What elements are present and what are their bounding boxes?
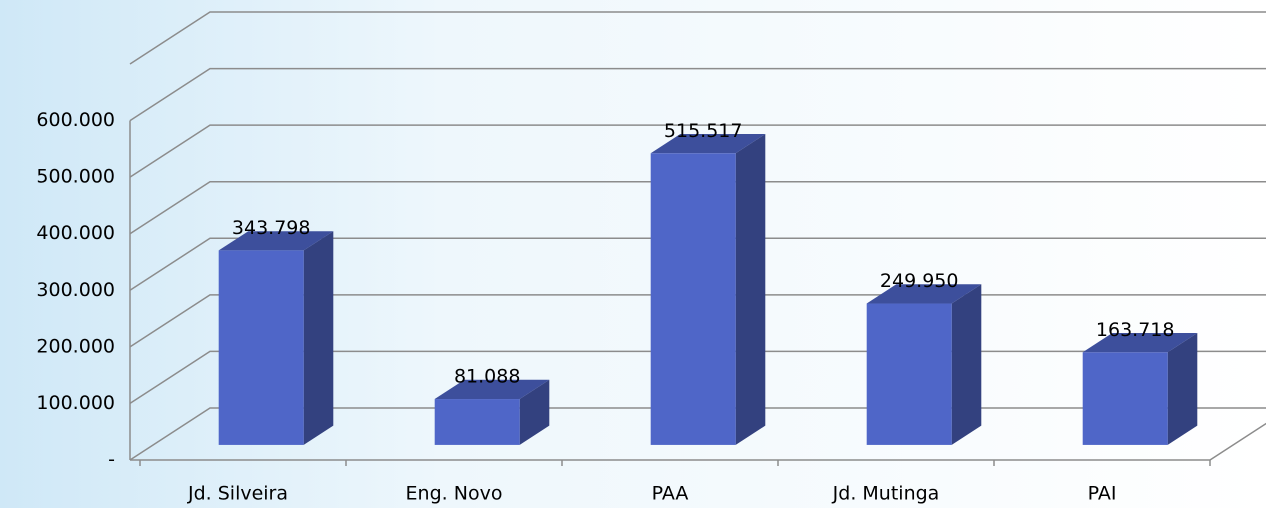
grid-line (129, 124, 1266, 178)
bar (650, 153, 736, 445)
bar-side (303, 231, 334, 445)
y-tick-label: 100.000 (36, 392, 115, 414)
y-tick-label: 400.000 (36, 222, 115, 244)
grid-line (129, 67, 1266, 122)
bar-top (218, 231, 334, 251)
value-label: 343.798 (232, 217, 311, 239)
x-tick-label: PAA (652, 483, 689, 505)
bar-top (434, 379, 550, 400)
x-tick-label: PAI (1088, 483, 1117, 505)
x-tick-label: Jd. Silveira (187, 483, 288, 505)
bar (866, 303, 952, 445)
y-tick-label: 300.000 (36, 279, 115, 301)
value-label: 249.950 (880, 270, 959, 292)
x-tick-label: Jd. Mutinga (832, 483, 940, 505)
y-tick-label: - (108, 449, 115, 471)
bar-side (735, 134, 766, 445)
y-tick-label: 600.000 (36, 109, 115, 131)
bar (434, 399, 520, 445)
value-label: 81.088 (454, 366, 520, 388)
bar-side (951, 284, 982, 445)
grid-line (129, 237, 1266, 291)
bar-top (866, 284, 982, 304)
grid-line (129, 180, 1266, 235)
bar-side (1167, 333, 1198, 445)
bar (1082, 352, 1168, 445)
bar-top (1082, 333, 1198, 353)
wall-top (129, 11, 1266, 65)
bar (218, 250, 304, 445)
bar-side (519, 379, 550, 445)
value-label: 515.517 (664, 120, 743, 142)
bar-top (650, 134, 766, 154)
x-tick-label: Eng. Novo (406, 483, 503, 505)
y-tick-label: 500.000 (36, 166, 115, 188)
value-label: 163.718 (1096, 319, 1175, 341)
y-tick-label: 200.000 (36, 335, 115, 357)
